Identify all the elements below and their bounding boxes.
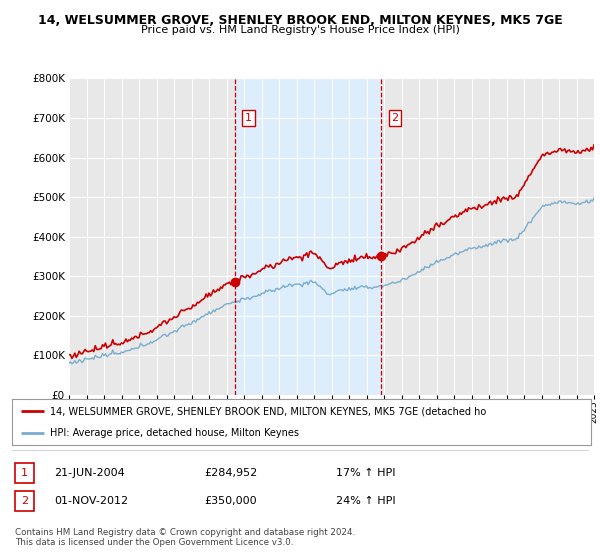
Text: 2: 2	[21, 496, 28, 506]
Text: 17% ↑ HPI: 17% ↑ HPI	[336, 468, 395, 478]
Text: £284,952: £284,952	[204, 468, 257, 478]
Text: 01-NOV-2012: 01-NOV-2012	[54, 496, 128, 506]
Text: 21-JUN-2004: 21-JUN-2004	[54, 468, 125, 478]
Text: Contains HM Land Registry data © Crown copyright and database right 2024.
This d: Contains HM Land Registry data © Crown c…	[15, 528, 355, 547]
Text: 1: 1	[21, 468, 28, 478]
Text: £350,000: £350,000	[204, 496, 257, 506]
Text: 14, WELSUMMER GROVE, SHENLEY BROOK END, MILTON KEYNES, MK5 7GE (detached ho: 14, WELSUMMER GROVE, SHENLEY BROOK END, …	[50, 406, 486, 416]
Bar	[235, 78, 381, 395]
Text: Price paid vs. HM Land Registry's House Price Index (HPI): Price paid vs. HM Land Registry's House …	[140, 25, 460, 35]
Text: 24% ↑ HPI: 24% ↑ HPI	[336, 496, 395, 506]
Text: 2: 2	[392, 113, 398, 123]
Text: 1: 1	[245, 113, 252, 123]
Text: HPI: Average price, detached house, Milton Keynes: HPI: Average price, detached house, Milt…	[50, 428, 299, 438]
Text: 14, WELSUMMER GROVE, SHENLEY BROOK END, MILTON KEYNES, MK5 7GE: 14, WELSUMMER GROVE, SHENLEY BROOK END, …	[38, 14, 562, 27]
